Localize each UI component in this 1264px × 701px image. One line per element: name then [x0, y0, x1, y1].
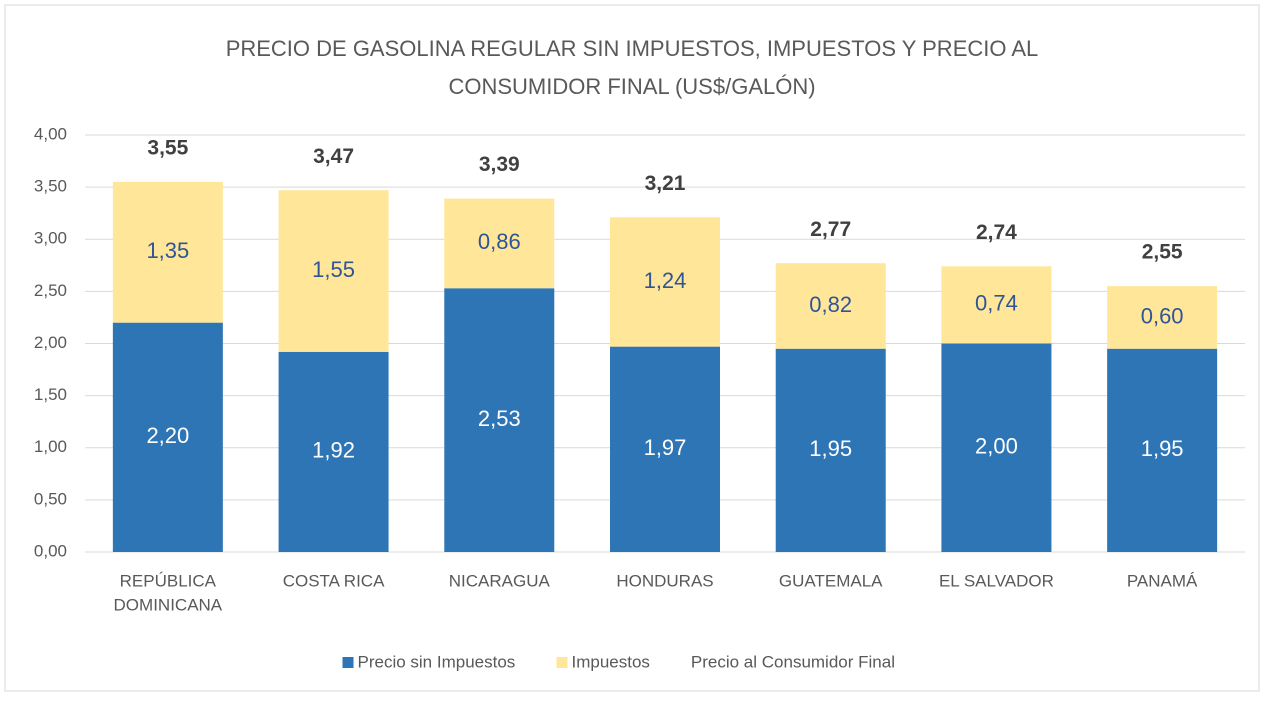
- y-tick-label: 4,00: [34, 124, 67, 143]
- x-tick-label: NICARAGUA: [449, 571, 551, 590]
- bar-segment: [278, 351, 389, 552]
- bar-segment: [1107, 348, 1218, 552]
- y-tick-label: 2,00: [34, 333, 67, 352]
- bar-segment: [444, 288, 555, 552]
- x-tick-label: PANAMÁ: [1127, 571, 1198, 590]
- x-tick-label: EL SALVADOR: [939, 571, 1054, 590]
- data-label: 0,82: [809, 292, 852, 317]
- data-label: 2,53: [478, 406, 521, 431]
- total-label: 2,55: [1142, 241, 1183, 264]
- x-tick-label: HONDURAS: [616, 571, 713, 590]
- total-label: 2,74: [976, 221, 1017, 244]
- y-tick-label: 1,00: [34, 437, 67, 456]
- data-label: 2,20: [146, 423, 189, 448]
- data-label: 1,55: [312, 257, 355, 282]
- bar-segment: [610, 217, 720, 347]
- y-tick-label: 3,00: [34, 229, 67, 248]
- y-tick-label: 1,50: [34, 385, 67, 404]
- total-label: 3,39: [479, 153, 520, 176]
- x-tick-label: DOMINICANA: [114, 595, 223, 614]
- chart-title: CONSUMIDOR FINAL (US$/GALÓN): [448, 74, 815, 99]
- legend-label: Precio al Consumidor Final: [691, 652, 895, 671]
- bar-segment: [444, 198, 555, 289]
- legend-label: Impuestos: [572, 652, 650, 671]
- legend-swatch: [342, 657, 354, 668]
- total-label: 3,47: [313, 145, 354, 168]
- y-tick-label: 2,50: [34, 281, 67, 300]
- x-tick-label: GUATEMALA: [779, 571, 883, 590]
- chart-title: PRECIO DE GASOLINA REGULAR SIN IMPUESTOS…: [226, 36, 1039, 61]
- data-label: 1,24: [644, 268, 687, 293]
- data-label: 0,86: [478, 229, 521, 254]
- total-label: 3,55: [147, 136, 188, 159]
- bar-segment: [775, 263, 886, 349]
- bar-segment: [1107, 286, 1218, 349]
- x-tick-label: COSTA RICA: [283, 571, 385, 590]
- data-label: 0,60: [1141, 303, 1184, 328]
- data-label: 0,74: [975, 291, 1018, 316]
- total-label: 2,77: [810, 218, 851, 241]
- y-tick-label: 0,50: [34, 489, 67, 508]
- total-label: 3,21: [645, 172, 686, 195]
- bar-segment: [941, 343, 1052, 552]
- bar-segment: [112, 322, 223, 552]
- bar-segment: [775, 348, 886, 552]
- data-label: 1,95: [1141, 436, 1184, 461]
- y-tick-label: 3,50: [34, 177, 67, 196]
- data-label: 1,35: [146, 238, 189, 263]
- bar-segment: [941, 266, 1052, 344]
- data-label: 1,97: [644, 435, 687, 460]
- bar-segment: [610, 346, 720, 552]
- bar-segment: [112, 181, 223, 323]
- legend-swatch: [556, 657, 568, 668]
- x-tick-label: REPÚBLICA: [120, 571, 217, 590]
- bar-segment: [278, 190, 389, 352]
- data-label: 1,92: [312, 438, 355, 463]
- y-tick-label: 0,00: [34, 541, 67, 560]
- data-label: 1,95: [809, 436, 852, 461]
- legend-label: Precio sin Impuestos: [358, 652, 516, 671]
- data-label: 2,00: [975, 434, 1018, 459]
